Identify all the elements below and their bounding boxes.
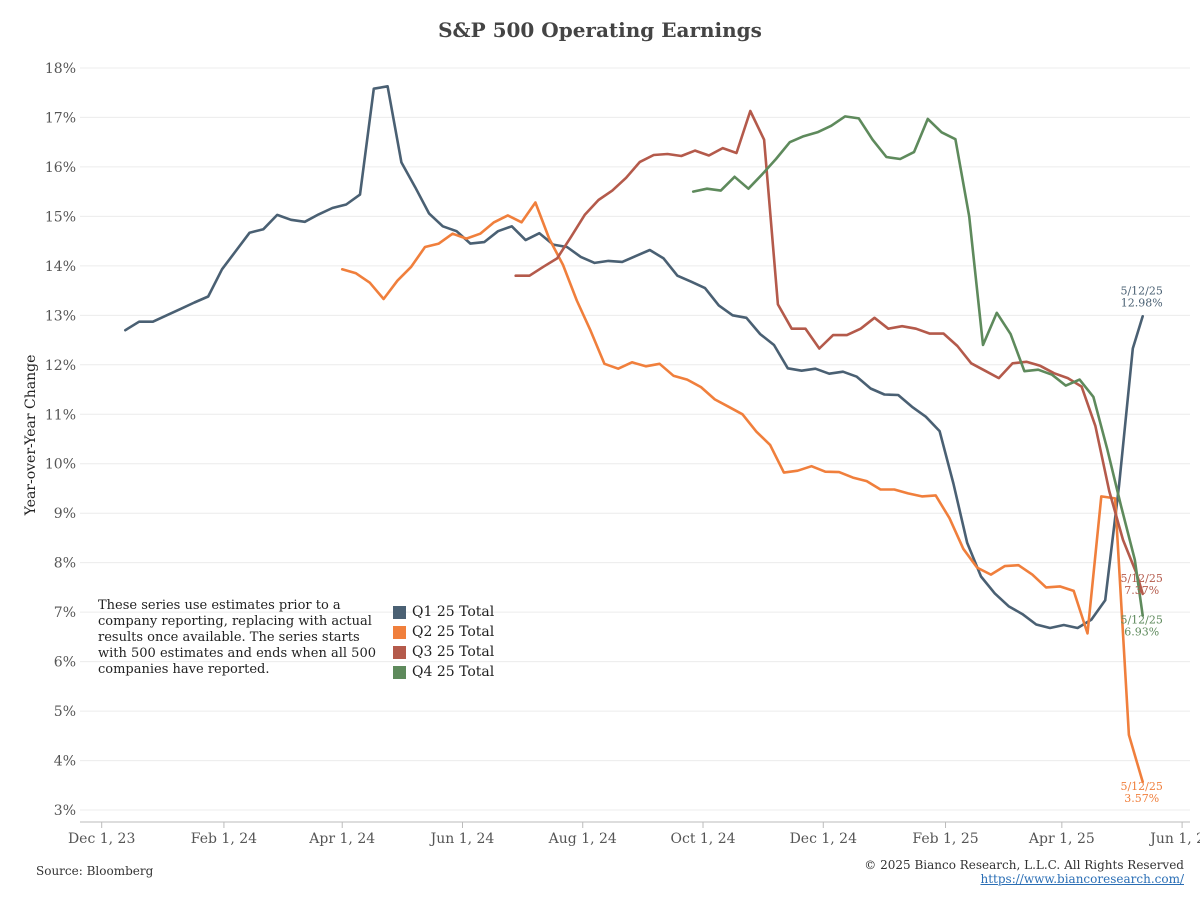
x-tick-label: Jun 1, 25 bbox=[1148, 831, 1200, 847]
end-label-value: 6.93% bbox=[1124, 626, 1159, 639]
x-tick-label: Jun 1, 24 bbox=[429, 831, 495, 847]
y-tick-label: 3% bbox=[54, 803, 76, 819]
y-tick-label: 17% bbox=[45, 110, 76, 126]
series-line-q3 bbox=[514, 109, 1144, 596]
x-tick-label: Feb 1, 25 bbox=[912, 831, 978, 847]
x-tick-label: Feb 1, 24 bbox=[191, 831, 257, 847]
source-note: Source: Bloomberg bbox=[36, 864, 154, 878]
end-labels: 5/12/2512.98%5/12/253.57%5/12/257.37%5/1… bbox=[1120, 284, 1162, 805]
y-tick-label: 13% bbox=[45, 308, 76, 324]
x-tick-label: Apr 1, 25 bbox=[1028, 831, 1095, 847]
legend-swatch-q3 bbox=[393, 645, 406, 659]
website-link[interactable]: https://www.biancoresearch.com/ bbox=[980, 872, 1184, 886]
end-label-date: 5/12/25 bbox=[1120, 284, 1162, 297]
y-axis: 3% 4% 5% 6% 7% 8% 9% 10% 11% 12% 13% 14% 15% 16% 17% 18… bbox=[45, 61, 76, 819]
legend-label-q1: Q1 25 Total bbox=[412, 604, 495, 620]
legend-label-q3: Q3 25 Total bbox=[412, 644, 495, 660]
y-tick-label: 6% bbox=[54, 655, 76, 671]
y-tick-label: 7% bbox=[54, 605, 76, 621]
chart-note: These series use estimates prior to a co… bbox=[98, 598, 376, 677]
x-tick-label: Aug 1, 24 bbox=[548, 831, 617, 847]
end-label-date: 5/12/25 bbox=[1120, 614, 1162, 627]
series-lines bbox=[124, 85, 1144, 784]
legend-label-q2: Q2 25 Total bbox=[412, 624, 495, 640]
legend-item-q1: Q1 25 Total bbox=[393, 602, 494, 622]
end-label-date: 5/12/25 bbox=[1120, 780, 1162, 793]
y-tick-label: 10% bbox=[45, 457, 76, 473]
y-tick-label: 11% bbox=[45, 407, 76, 423]
y-tick-label: 4% bbox=[54, 754, 76, 770]
x-tick-label: Dec 1, 23 bbox=[68, 831, 135, 847]
y-tick-label: 12% bbox=[45, 358, 76, 374]
legend-item-q4: Q4 25 Total bbox=[393, 662, 494, 682]
y-tick-label: 5% bbox=[54, 704, 76, 720]
y-tick-label: 9% bbox=[54, 506, 76, 522]
x-tick-label: Dec 1, 24 bbox=[790, 831, 858, 847]
series-line-q4 bbox=[691, 115, 1144, 617]
end-label-date: 5/12/25 bbox=[1120, 572, 1162, 585]
y-tick-label: 15% bbox=[45, 209, 76, 225]
legend-swatch-q4 bbox=[393, 665, 406, 679]
x-axis: Dec 1, 23 Feb 1, 24 Apr 1, 24 Jun 1, 24 Aug … bbox=[68, 822, 1200, 847]
legend-swatch-q2 bbox=[393, 625, 406, 639]
end-label-value: 7.37% bbox=[1124, 584, 1159, 597]
y-tick-label: 8% bbox=[54, 556, 76, 572]
end-label-value: 12.98% bbox=[1121, 296, 1163, 309]
x-tick-label: Oct 1, 24 bbox=[671, 831, 736, 847]
y-tick-label: 16% bbox=[45, 160, 76, 176]
legend-item-q3: Q3 25 Total bbox=[393, 642, 494, 662]
x-tick-label: Apr 1, 24 bbox=[308, 831, 375, 847]
grid bbox=[80, 67, 1190, 823]
y-tick-label: 18% bbox=[45, 61, 76, 77]
chart-title: S&P 500 Operating Earnings bbox=[438, 18, 762, 42]
legend-item-q2: Q2 25 Total bbox=[393, 622, 494, 642]
end-label-value: 3.57% bbox=[1124, 792, 1159, 805]
series-line-q2 bbox=[340, 201, 1144, 784]
copyright: © 2025 Bianco Research, L.L.C. All Right… bbox=[864, 858, 1184, 872]
y-axis-label: Year-over-Year Change bbox=[23, 355, 39, 517]
y-tick-label: 14% bbox=[45, 259, 76, 275]
legend: Q1 25 Total Q2 25 Total Q3 25 Total Q4 2… bbox=[393, 602, 494, 682]
legend-label-q4: Q4 25 Total bbox=[412, 664, 495, 680]
legend-swatch-q1 bbox=[393, 605, 406, 619]
